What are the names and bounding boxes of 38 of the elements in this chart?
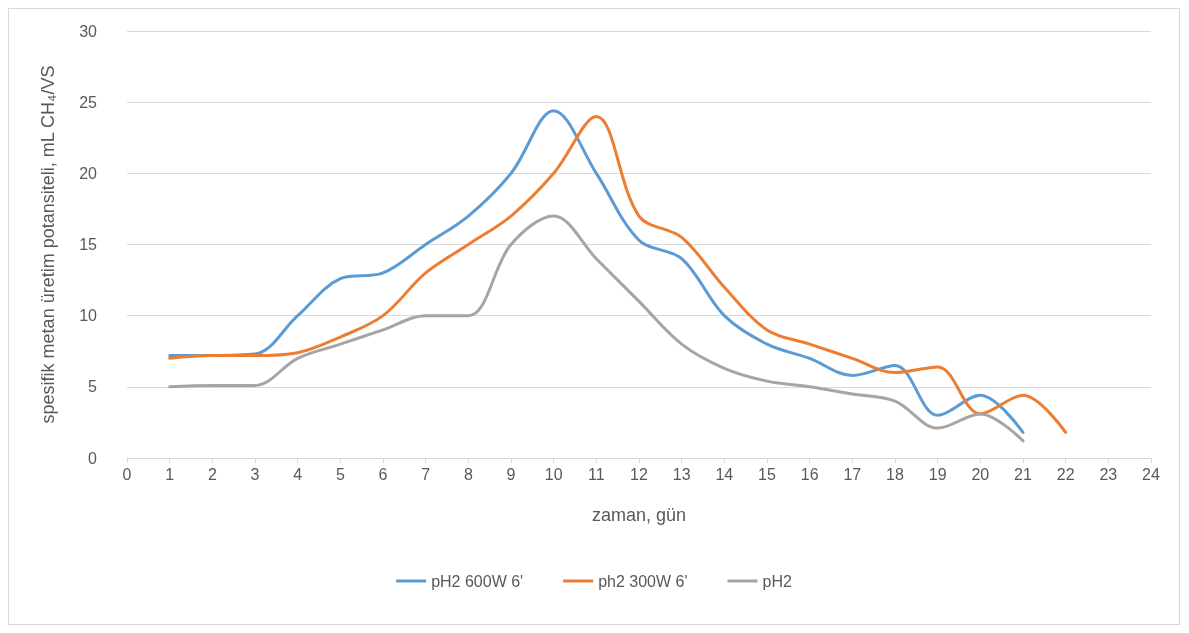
x-tick-label: 0: [122, 465, 132, 483]
x-tick-label: 6: [378, 465, 388, 483]
x-tick-label: 9: [506, 465, 516, 483]
x-tick-label: 4: [293, 465, 303, 483]
line-series: [168, 214, 1025, 443]
x-tick-label: 1: [165, 465, 175, 483]
x-tick-label: 22: [1056, 465, 1075, 483]
x-axis-title: zaman, gün: [591, 505, 687, 525]
x-tick-label: 21: [1014, 465, 1032, 483]
x-tick-label: 16: [800, 465, 819, 483]
x-tick-label: 14: [715, 465, 734, 483]
x-tick-label: 15: [758, 465, 776, 483]
y-tick-label: 10: [79, 307, 98, 325]
x-tick-label: 12: [630, 465, 648, 483]
x-tick-label: 20: [971, 465, 990, 483]
y-tick-label: 0: [88, 449, 98, 467]
x-tick-label: 24: [1142, 465, 1160, 483]
y-tick-label: 20: [79, 164, 98, 182]
x-tick-label: 18: [886, 465, 904, 483]
x-tick-label: 23: [1099, 465, 1118, 483]
x-tick-label: 11: [588, 465, 605, 483]
y-tick-label: 15: [79, 236, 98, 253]
legend-label: pH2: [762, 572, 792, 590]
legend-label: ph2 300W 6': [598, 572, 688, 590]
x-tick-label: 2: [207, 465, 217, 483]
x-tick-label: 8: [463, 465, 473, 483]
x-tick-label: 13: [672, 465, 691, 483]
x-tick-label: 17: [843, 465, 862, 483]
y-tick-label: 5: [88, 378, 98, 396]
x-tick-label: 19: [928, 465, 947, 483]
y-axis-title: spesifik metan üretim potansiteli, mL CH₄/VS: [38, 65, 58, 424]
y-tick-label: 30: [79, 22, 98, 40]
y-tick-label: 25: [79, 93, 98, 111]
x-tick-label: 10: [544, 465, 563, 483]
x-tick-label: 3: [250, 465, 260, 483]
x-tick-label: 7: [421, 465, 431, 483]
x-tick-label: 5: [335, 465, 345, 483]
legend-label: pH2 600W 6': [431, 572, 524, 590]
